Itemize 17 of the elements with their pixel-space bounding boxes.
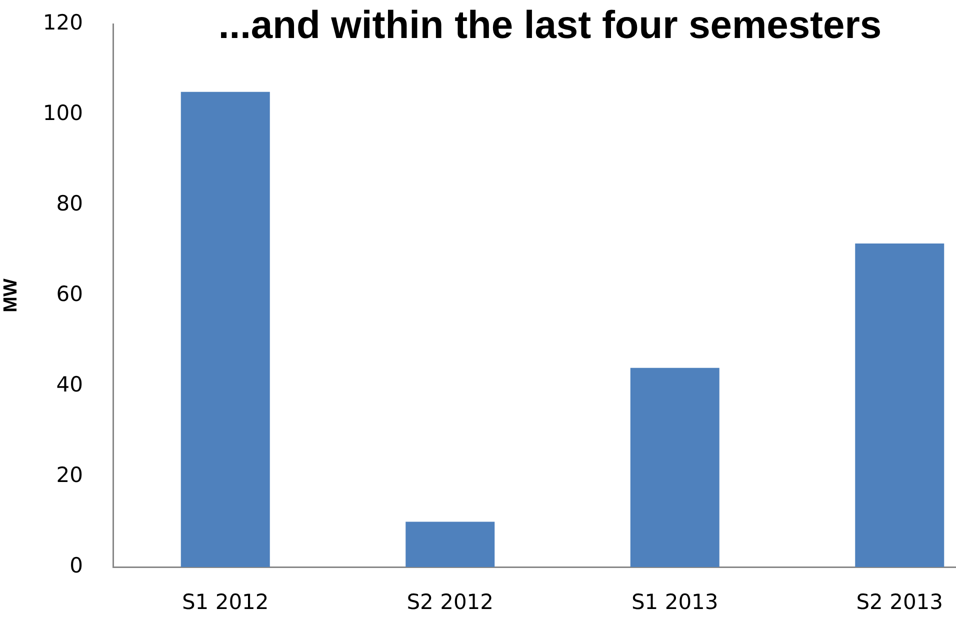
x-tick-label: S2 2013 [856,590,944,614]
y-tick-label: 60 [56,282,83,306]
y-axis-title: MW [0,278,22,312]
x-tick-label: S2 2012 [406,590,494,614]
y-tick-label: 100 [42,100,83,125]
bar [855,243,944,567]
x-tick-label: S1 2012 [182,590,269,614]
bar [406,522,495,567]
x-tick-label: S1 2013 [631,590,718,614]
y-tick-label: 40 [56,372,83,396]
y-tick-label: 120 [42,10,83,34]
bar [180,92,270,567]
y-tick-label: 0 [70,553,83,578]
chart-title: ...and within the last four semesters [218,4,882,47]
y-tick-label: 80 [56,191,83,216]
y-tick-label: 20 [56,462,83,487]
bar [630,368,720,567]
